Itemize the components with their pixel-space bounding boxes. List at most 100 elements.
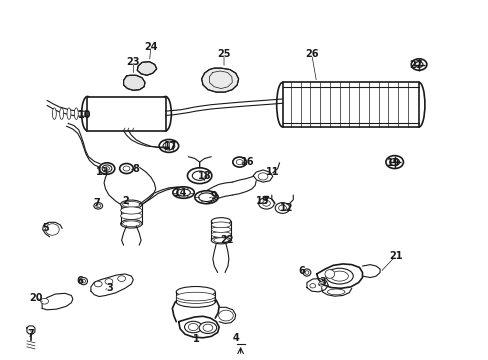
Text: 1: 1 — [193, 333, 200, 343]
Text: 14: 14 — [174, 188, 187, 198]
Ellipse shape — [414, 62, 422, 67]
Ellipse shape — [276, 82, 288, 127]
Ellipse shape — [96, 204, 101, 208]
Ellipse shape — [203, 324, 212, 331]
Ellipse shape — [258, 198, 274, 209]
Ellipse shape — [121, 220, 142, 228]
Ellipse shape — [176, 287, 215, 297]
Ellipse shape — [176, 189, 190, 196]
Ellipse shape — [213, 238, 228, 243]
Ellipse shape — [74, 108, 78, 120]
Ellipse shape — [81, 279, 85, 283]
Ellipse shape — [41, 298, 48, 304]
Ellipse shape — [211, 226, 230, 232]
Ellipse shape — [99, 163, 115, 174]
Text: 12: 12 — [279, 203, 293, 213]
Ellipse shape — [176, 297, 215, 307]
Bar — [282, 82, 418, 127]
Ellipse shape — [262, 201, 270, 206]
Text: 3: 3 — [319, 277, 325, 287]
Ellipse shape — [330, 271, 347, 281]
Ellipse shape — [389, 158, 399, 166]
Ellipse shape — [60, 108, 63, 120]
Ellipse shape — [187, 168, 211, 184]
Text: 20: 20 — [29, 293, 42, 303]
Ellipse shape — [275, 203, 289, 213]
Ellipse shape — [104, 167, 109, 170]
Ellipse shape — [236, 159, 243, 165]
Ellipse shape — [176, 295, 215, 303]
Ellipse shape — [159, 96, 171, 131]
Ellipse shape — [318, 282, 324, 286]
Text: 6: 6 — [298, 266, 305, 276]
Ellipse shape — [412, 82, 424, 127]
Polygon shape — [123, 75, 145, 90]
Ellipse shape — [172, 187, 194, 198]
Ellipse shape — [121, 207, 142, 214]
Text: 9: 9 — [210, 191, 217, 201]
Ellipse shape — [199, 322, 216, 333]
Ellipse shape — [120, 163, 133, 174]
Ellipse shape — [118, 276, 125, 282]
Ellipse shape — [176, 292, 215, 301]
Text: 7: 7 — [27, 329, 34, 339]
Text: 26: 26 — [305, 49, 318, 59]
Ellipse shape — [232, 157, 246, 167]
Text: 2: 2 — [122, 196, 129, 206]
Ellipse shape — [198, 193, 214, 202]
Text: 21: 21 — [388, 251, 402, 261]
Ellipse shape — [105, 279, 113, 284]
Ellipse shape — [121, 212, 142, 220]
Ellipse shape — [192, 171, 206, 180]
Text: 27: 27 — [408, 59, 422, 69]
Ellipse shape — [123, 166, 130, 171]
Text: 7: 7 — [93, 198, 100, 208]
Ellipse shape — [211, 237, 230, 244]
Ellipse shape — [184, 321, 202, 333]
Text: 19: 19 — [386, 158, 400, 168]
Text: 24: 24 — [144, 42, 157, 52]
Text: 11: 11 — [265, 167, 279, 177]
Ellipse shape — [211, 218, 230, 225]
Ellipse shape — [81, 96, 93, 131]
Ellipse shape — [52, 108, 56, 120]
Ellipse shape — [385, 156, 403, 168]
Ellipse shape — [325, 270, 334, 278]
Text: 16: 16 — [240, 157, 254, 167]
Text: 23: 23 — [126, 57, 140, 67]
Ellipse shape — [188, 323, 198, 330]
Ellipse shape — [102, 165, 112, 172]
Ellipse shape — [67, 108, 71, 120]
Ellipse shape — [194, 191, 218, 204]
Polygon shape — [137, 62, 157, 75]
Ellipse shape — [159, 139, 178, 152]
Text: 13: 13 — [96, 167, 110, 177]
Text: 5: 5 — [42, 224, 49, 233]
Ellipse shape — [211, 231, 230, 237]
Ellipse shape — [122, 202, 140, 207]
Text: 3: 3 — [106, 283, 113, 293]
Ellipse shape — [303, 269, 310, 276]
Ellipse shape — [309, 284, 315, 288]
Ellipse shape — [410, 59, 426, 70]
Polygon shape — [201, 68, 238, 92]
Ellipse shape — [278, 205, 286, 211]
Ellipse shape — [327, 289, 344, 295]
Text: 22: 22 — [220, 235, 233, 245]
Bar — [87, 97, 165, 131]
Ellipse shape — [163, 142, 174, 150]
Ellipse shape — [211, 222, 230, 228]
Ellipse shape — [325, 268, 352, 284]
Text: 10: 10 — [78, 111, 91, 121]
Ellipse shape — [80, 278, 87, 285]
Ellipse shape — [122, 221, 140, 226]
Ellipse shape — [121, 200, 142, 209]
Text: 25: 25 — [217, 49, 230, 59]
Ellipse shape — [218, 310, 233, 321]
Text: 6: 6 — [77, 276, 83, 286]
Ellipse shape — [258, 173, 267, 180]
Text: 15: 15 — [256, 196, 269, 206]
Text: 18: 18 — [197, 171, 211, 181]
Ellipse shape — [305, 271, 308, 274]
Text: 8: 8 — [133, 163, 140, 174]
